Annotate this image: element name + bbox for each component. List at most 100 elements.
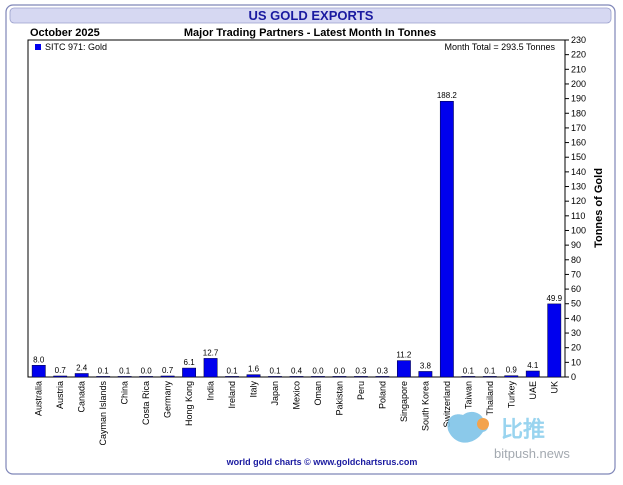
y-tick-label: 140 — [571, 167, 586, 177]
y-tick-label: 80 — [571, 255, 581, 265]
bar-value-label: 0.3 — [377, 366, 389, 375]
x-tick-label: Italy — [249, 381, 259, 398]
x-tick-label: Turkey — [506, 381, 516, 409]
y-tick-label: 190 — [571, 94, 586, 104]
x-tick-label: Japan — [270, 381, 280, 406]
x-tick-label: Singapore — [399, 381, 409, 422]
x-tick-label: Mexico — [292, 381, 302, 410]
bar — [117, 376, 132, 378]
y-axis-title: Tonnes of Gold — [593, 168, 605, 248]
bar — [31, 365, 46, 378]
x-tick-label: UAE — [528, 381, 538, 400]
y-tick-label: 120 — [571, 196, 586, 206]
y-tick-label: 170 — [571, 123, 586, 133]
bar — [375, 376, 390, 378]
y-tick-label: 150 — [571, 152, 586, 162]
bar — [246, 374, 261, 378]
y-tick-label: 180 — [571, 108, 586, 118]
x-tick-label: Canada — [77, 381, 87, 413]
bar — [289, 376, 304, 378]
bar-value-label: 0.0 — [334, 366, 346, 375]
x-tick-label: Ireland — [227, 381, 237, 409]
x-tick-label: India — [206, 381, 216, 401]
y-tick-label: 40 — [571, 313, 581, 323]
bar — [74, 373, 89, 378]
month-total-label: Month Total = 293.5 Tonnes — [444, 42, 555, 52]
watermark-brand: 比推 — [501, 417, 545, 442]
bar — [203, 358, 218, 378]
bar-value-label: 0.7 — [162, 366, 174, 375]
x-tick-label: Taiwan — [463, 381, 473, 409]
y-tick-label: 50 — [571, 299, 581, 309]
bar — [332, 376, 347, 378]
x-tick-label: Germany — [163, 381, 173, 419]
bar-value-label: 0.0 — [312, 366, 324, 375]
bar — [482, 376, 497, 378]
y-tick-label: 90 — [571, 240, 581, 250]
bar — [311, 376, 325, 378]
x-tick-label: Austria — [55, 381, 65, 409]
bar-value-label: 0.1 — [119, 366, 131, 375]
x-tick-label: Cayman Islands — [98, 381, 108, 446]
bar — [160, 375, 175, 378]
bar — [525, 370, 540, 378]
legend-label: SITC 971: Gold — [45, 42, 107, 52]
bar — [139, 376, 154, 378]
y-tick-label: 230 — [571, 35, 586, 45]
y-tick-label: 200 — [571, 79, 586, 89]
title-band — [9, 7, 612, 24]
bar-value-label: 0.4 — [291, 366, 303, 375]
bars-group: 8.0 0.7 2.4 0.1 0.1 0.0 0.7 6.1 12.7 0.1 1.6 0.1 0.4… — [31, 91, 563, 378]
y-tick-label: 70 — [571, 269, 581, 279]
x-tick-label: Switzerland — [442, 381, 452, 428]
bar — [396, 360, 411, 378]
y-tick-label: 30 — [571, 328, 581, 338]
x-tick-label: Poland — [377, 381, 387, 409]
bar-value-label: 0.9 — [506, 366, 518, 375]
x-tick-label: South Korea — [420, 381, 430, 431]
bar-value-label: 0.1 — [463, 366, 475, 375]
y-axis-ticks: 0 10 20 30 40 50 60 70 80 90 100 110 120 130 140 150 160… — [565, 35, 586, 382]
x-tick-label: Australia — [34, 381, 44, 416]
coin-icon — [477, 418, 489, 430]
y-tick-label: 210 — [571, 64, 586, 74]
bar — [504, 375, 519, 378]
bar-value-label: 0.1 — [98, 366, 110, 375]
plot-area — [27, 39, 566, 378]
y-tick-label: 160 — [571, 138, 586, 148]
bar — [461, 376, 476, 378]
y-tick-label: 110 — [571, 211, 585, 221]
bar-value-label: 6.1 — [184, 358, 196, 367]
bar-value-label: 8.0 — [33, 355, 45, 364]
watermark-logo: 比推 bitpush.news — [447, 411, 570, 461]
bar — [225, 376, 239, 378]
x-tick-label: China — [120, 381, 130, 405]
y-tick-label: 130 — [571, 182, 586, 192]
bar-value-label: 4.1 — [527, 361, 539, 370]
bar-value-label: 11.2 — [396, 351, 412, 360]
bar — [354, 376, 368, 378]
legend-swatch — [35, 44, 41, 50]
period-label: October 2025 — [30, 27, 100, 39]
y-tick-label: 60 — [571, 284, 581, 294]
x-tick-label: Oman — [313, 381, 323, 406]
bar-value-label: 2.4 — [76, 363, 88, 372]
bar — [418, 371, 433, 378]
bar-value-label: 1.6 — [248, 365, 260, 374]
bar-value-label: 0.1 — [226, 366, 238, 375]
x-tick-label: UK — [549, 381, 559, 394]
bar-value-label: 3.8 — [420, 361, 432, 370]
y-tick-label: 100 — [571, 225, 586, 235]
chart-subtitle: Major Trading Partners - Latest Month In… — [184, 27, 436, 39]
x-tick-label: Peru — [356, 381, 366, 400]
footer-credit: world gold charts © www.goldchartsrus.co… — [226, 457, 418, 467]
x-tick-label: Pakistan — [334, 381, 344, 416]
bar-value-label: 0.7 — [55, 366, 67, 375]
y-tick-label: 0 — [571, 372, 576, 382]
bar — [96, 376, 111, 378]
bar — [439, 100, 454, 378]
bar — [547, 303, 562, 378]
watermark-url: bitpush.news — [494, 446, 570, 461]
